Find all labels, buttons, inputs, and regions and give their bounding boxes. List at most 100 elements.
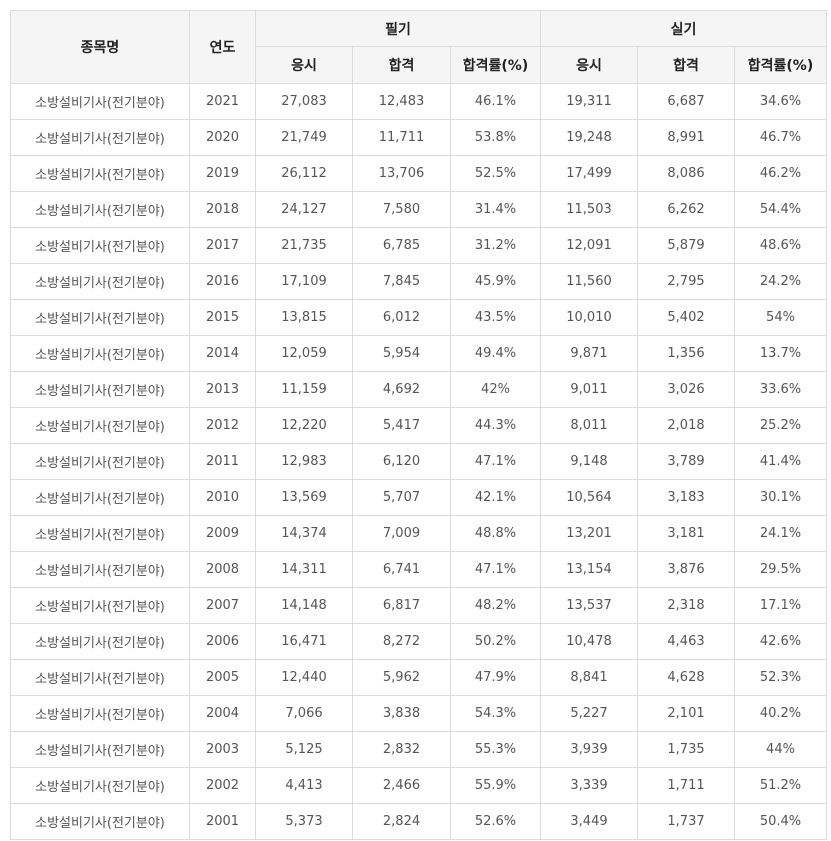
cell-practical-applicants: 10,564 (540, 479, 638, 516)
cell-practical-applicants: 5,227 (540, 695, 638, 732)
cell-practical-applicants: 13,537 (540, 587, 638, 624)
cell-written-passed: 3,838 (352, 695, 451, 732)
cell-year: 2019 (189, 155, 256, 192)
cell-written-pass-rate: 44.3% (450, 407, 541, 444)
table-row: 소방설비기사(전기분야) 2020 21,749 11,711 53.8% 19,248 8… (10, 119, 827, 156)
cell-practical-pass-rate: 44% (734, 731, 827, 768)
table-row: 소방설비기사(전기분야) 2007 14,148 6,817 48.2% 13,537 2,… (10, 587, 827, 624)
table-row: 소방설비기사(전기분야) 2003 5,125 2,832 55.3% 3,939 1,73… (10, 731, 827, 768)
cell-name: 소방설비기사(전기분야) (10, 119, 190, 156)
cell-practical-pass-rate: 24.1% (734, 515, 827, 552)
cell-written-applicants: 4,413 (255, 767, 353, 804)
cell-written-passed: 2,824 (352, 803, 451, 840)
cell-written-applicants: 21,749 (255, 119, 353, 156)
cell-practical-pass-rate: 33.6% (734, 371, 827, 408)
cell-year: 2018 (189, 191, 256, 228)
cell-practical-pass-rate: 41.4% (734, 443, 827, 480)
cell-written-pass-rate: 48.8% (450, 515, 541, 552)
cell-practical-applicants: 3,449 (540, 803, 638, 840)
cell-practical-pass-rate: 13.7% (734, 335, 827, 372)
cell-practical-passed: 2,101 (637, 695, 735, 732)
cell-practical-passed: 5,879 (637, 227, 735, 264)
cell-written-pass-rate: 45.9% (450, 263, 541, 300)
cell-written-applicants: 5,373 (255, 803, 353, 840)
header-practical-pass-rate: 합격률(%) (734, 46, 827, 84)
cell-practical-passed: 3,181 (637, 515, 735, 552)
cell-practical-applicants: 9,871 (540, 335, 638, 372)
cell-written-applicants: 27,083 (255, 83, 353, 120)
cell-year: 2020 (189, 119, 256, 156)
cell-written-passed: 12,483 (352, 83, 451, 120)
cell-written-passed: 13,706 (352, 155, 451, 192)
cell-name: 소방설비기사(전기분야) (10, 407, 190, 444)
cell-practical-pass-rate: 29.5% (734, 551, 827, 588)
cell-name: 소방설비기사(전기분야) (10, 479, 190, 516)
cell-written-pass-rate: 47.1% (450, 551, 541, 588)
cell-written-passed: 4,692 (352, 371, 451, 408)
cell-practical-applicants: 11,503 (540, 191, 638, 228)
cell-written-applicants: 12,983 (255, 443, 353, 480)
cell-year: 2015 (189, 299, 256, 336)
header-practical-passed: 합격 (637, 46, 735, 84)
cell-written-pass-rate: 55.9% (450, 767, 541, 804)
cell-name: 소방설비기사(전기분야) (10, 443, 190, 480)
cell-name: 소방설비기사(전기분야) (10, 515, 190, 552)
cell-written-pass-rate: 31.4% (450, 191, 541, 228)
cell-written-passed: 6,012 (352, 299, 451, 336)
cell-practical-applicants: 12,091 (540, 227, 638, 264)
cell-written-applicants: 13,815 (255, 299, 353, 336)
table-row: 소방설비기사(전기분야) 2018 24,127 7,580 31.4% 11,503 6,… (10, 191, 827, 228)
cell-year: 2003 (189, 731, 256, 768)
cell-name: 소방설비기사(전기분야) (10, 767, 190, 804)
cell-practical-pass-rate: 40.2% (734, 695, 827, 732)
cell-written-pass-rate: 53.8% (450, 119, 541, 156)
cell-practical-passed: 6,687 (637, 83, 735, 120)
cell-written-applicants: 16,471 (255, 623, 353, 660)
header-name: 종목명 (10, 10, 190, 84)
cell-written-passed: 6,120 (352, 443, 451, 480)
cell-written-applicants: 11,159 (255, 371, 353, 408)
cell-year: 2002 (189, 767, 256, 804)
cell-practical-pass-rate: 50.4% (734, 803, 827, 840)
cell-year: 2021 (189, 83, 256, 120)
cell-written-passed: 7,845 (352, 263, 451, 300)
cell-year: 2007 (189, 587, 256, 624)
cell-year: 2016 (189, 263, 256, 300)
exam-statistics-table: 종목명 연도 필기 실기 응시 합격 합격률(%) 응시 합격 합격률(%) 소… (10, 10, 827, 840)
cell-practical-applicants: 19,248 (540, 119, 638, 156)
table-row: 소방설비기사(전기분야) 2001 5,373 2,824 52.6% 3,449 1,73… (10, 803, 827, 840)
cell-written-applicants: 12,059 (255, 335, 353, 372)
cell-year: 2006 (189, 623, 256, 660)
header-row-secondary: 응시 합격 합격률(%) 응시 합격 합격률(%) (11, 46, 827, 84)
cell-name: 소방설비기사(전기분야) (10, 803, 190, 840)
table-row: 소방설비기사(전기분야) 2013 11,159 4,692 42% 9,011 3,026… (10, 371, 827, 408)
cell-written-passed: 2,466 (352, 767, 451, 804)
cell-practical-pass-rate: 34.6% (734, 83, 827, 120)
cell-written-pass-rate: 50.2% (450, 623, 541, 660)
cell-practical-applicants: 13,154 (540, 551, 638, 588)
cell-practical-applicants: 3,939 (540, 731, 638, 768)
cell-practical-pass-rate: 42.6% (734, 623, 827, 660)
table-row: 소방설비기사(전기분야) 2009 14,374 7,009 48.8% 13,201 3,… (10, 515, 827, 552)
cell-practical-passed: 4,628 (637, 659, 735, 696)
cell-written-passed: 6,785 (352, 227, 451, 264)
cell-written-pass-rate: 55.3% (450, 731, 541, 768)
cell-practical-passed: 3,789 (637, 443, 735, 480)
table-row: 소방설비기사(전기분야) 2006 16,471 8,272 50.2% 10,478 4,… (10, 623, 827, 660)
table-row: 소방설비기사(전기분야) 2011 12,983 6,120 47.1% 9,148 3,7… (10, 443, 827, 480)
header-practical: 실기 (540, 10, 827, 47)
cell-written-applicants: 12,440 (255, 659, 353, 696)
table-row: 소방설비기사(전기분야) 2014 12,059 5,954 49.4% 9,871 1,3… (10, 335, 827, 372)
cell-written-applicants: 26,112 (255, 155, 353, 192)
cell-written-passed: 8,272 (352, 623, 451, 660)
stats-table-container: 종목명 연도 필기 실기 응시 합격 합격률(%) 응시 합격 합격률(%) 소… (10, 10, 827, 840)
cell-practical-applicants: 17,499 (540, 155, 638, 192)
cell-name: 소방설비기사(전기분야) (10, 191, 190, 228)
cell-year: 2004 (189, 695, 256, 732)
cell-practical-passed: 3,026 (637, 371, 735, 408)
cell-written-applicants: 14,148 (255, 587, 353, 624)
table-row: 소방설비기사(전기분야) 2015 13,815 6,012 43.5% 10,010 5,… (10, 299, 827, 336)
cell-year: 2013 (189, 371, 256, 408)
header-written: 필기 (255, 10, 541, 47)
cell-written-pass-rate: 52.5% (450, 155, 541, 192)
